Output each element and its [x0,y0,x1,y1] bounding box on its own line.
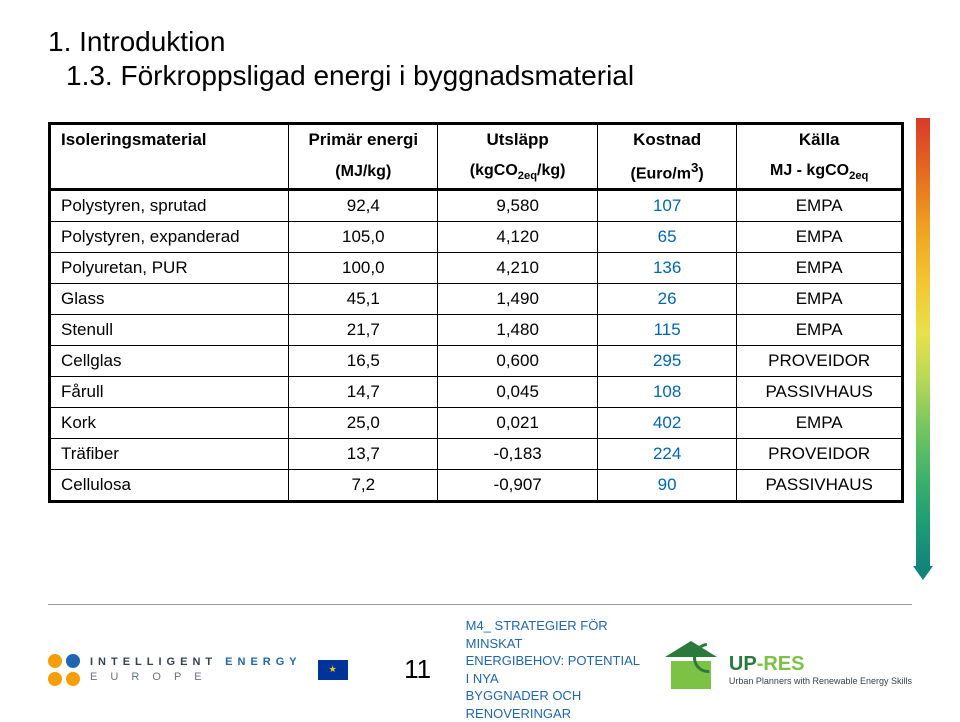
upres-a: UP [729,653,757,675]
ie-line1: INTELLIGENT [90,656,217,668]
table-row: Kork25,00,021402EMPA [50,408,903,439]
ie-logo-text: INTELLIGENT ENERGY E U R O P E [90,655,302,685]
table-row: Polyuretan, PUR100,04,210136EMPA [50,253,903,284]
up-res-brand: UP-RES [729,653,912,676]
page-number: 11 [398,654,438,685]
footer-divider [48,604,912,605]
table-row: Stenull21,71,480115EMPA [50,315,903,346]
ie-line2: E U R O P E [90,670,302,685]
gradient-scale-bar [916,118,930,566]
upres-b: -RES [757,653,805,675]
table-row: Glass45,11,49026EMPA [50,284,903,315]
intelligent-energy-logo: INTELLIGENT ENERGY E U R O P E [48,654,348,686]
ie-energy: ENERGY [225,656,301,668]
table-row: Polystyren, expanderad105,04,12065EMPA [50,222,903,253]
table-row: Cellulosa7,2-0,90790PASSIVHAUS [50,470,903,502]
ie-dots-icon [48,654,80,686]
title-line1: 1. Introduktion [48,26,912,58]
up-res-logo: UP-RES Urban Planners with Renewable Ene… [663,647,912,693]
table-row: Cellglas16,50,600295PROVEIDOR [50,346,903,377]
eu-flag-icon [318,660,348,680]
module-line1: M4_ STRATEGIER FÖR MINSKAT [466,617,643,652]
slide: 1. Introduktion 1.3. Förkroppsligad ener… [0,0,960,503]
module-line2: ENERGIBEHOV: POTENTIAL I NYA [466,652,643,687]
module-line3: BYGGNADER OCH RENOVERINGAR [466,687,643,722]
table-row: Fårull14,70,045108PASSIVHAUS [50,377,903,408]
table-row: Polystyren, sprutad92,49,580107EMPA [50,190,903,222]
up-res-mark-icon [663,647,719,693]
table-header-row: IsoleringsmaterialPrimär energiUtsläppKo… [50,124,903,156]
title-line2: 1.3. Förkroppsligad energi i byggnadsmat… [66,60,912,92]
module-title: M4_ STRATEGIER FÖR MINSKAT ENERGIBEHOV: … [466,617,643,722]
materials-table: IsoleringsmaterialPrimär energiUtsläppKo… [48,122,904,503]
table-row: Träfiber13,7-0,183224PROVEIDOR [50,439,903,470]
table-units-row: (MJ/kg)(kgCO2eq/kg)(Euro/m3)MJ - kgCO2eq [50,155,903,190]
up-res-tagline: Urban Planners with Renewable Energy Ski… [729,676,912,686]
slide-footer: INTELLIGENT ENERGY E U R O P E 11 M4_ ST… [0,604,960,716]
